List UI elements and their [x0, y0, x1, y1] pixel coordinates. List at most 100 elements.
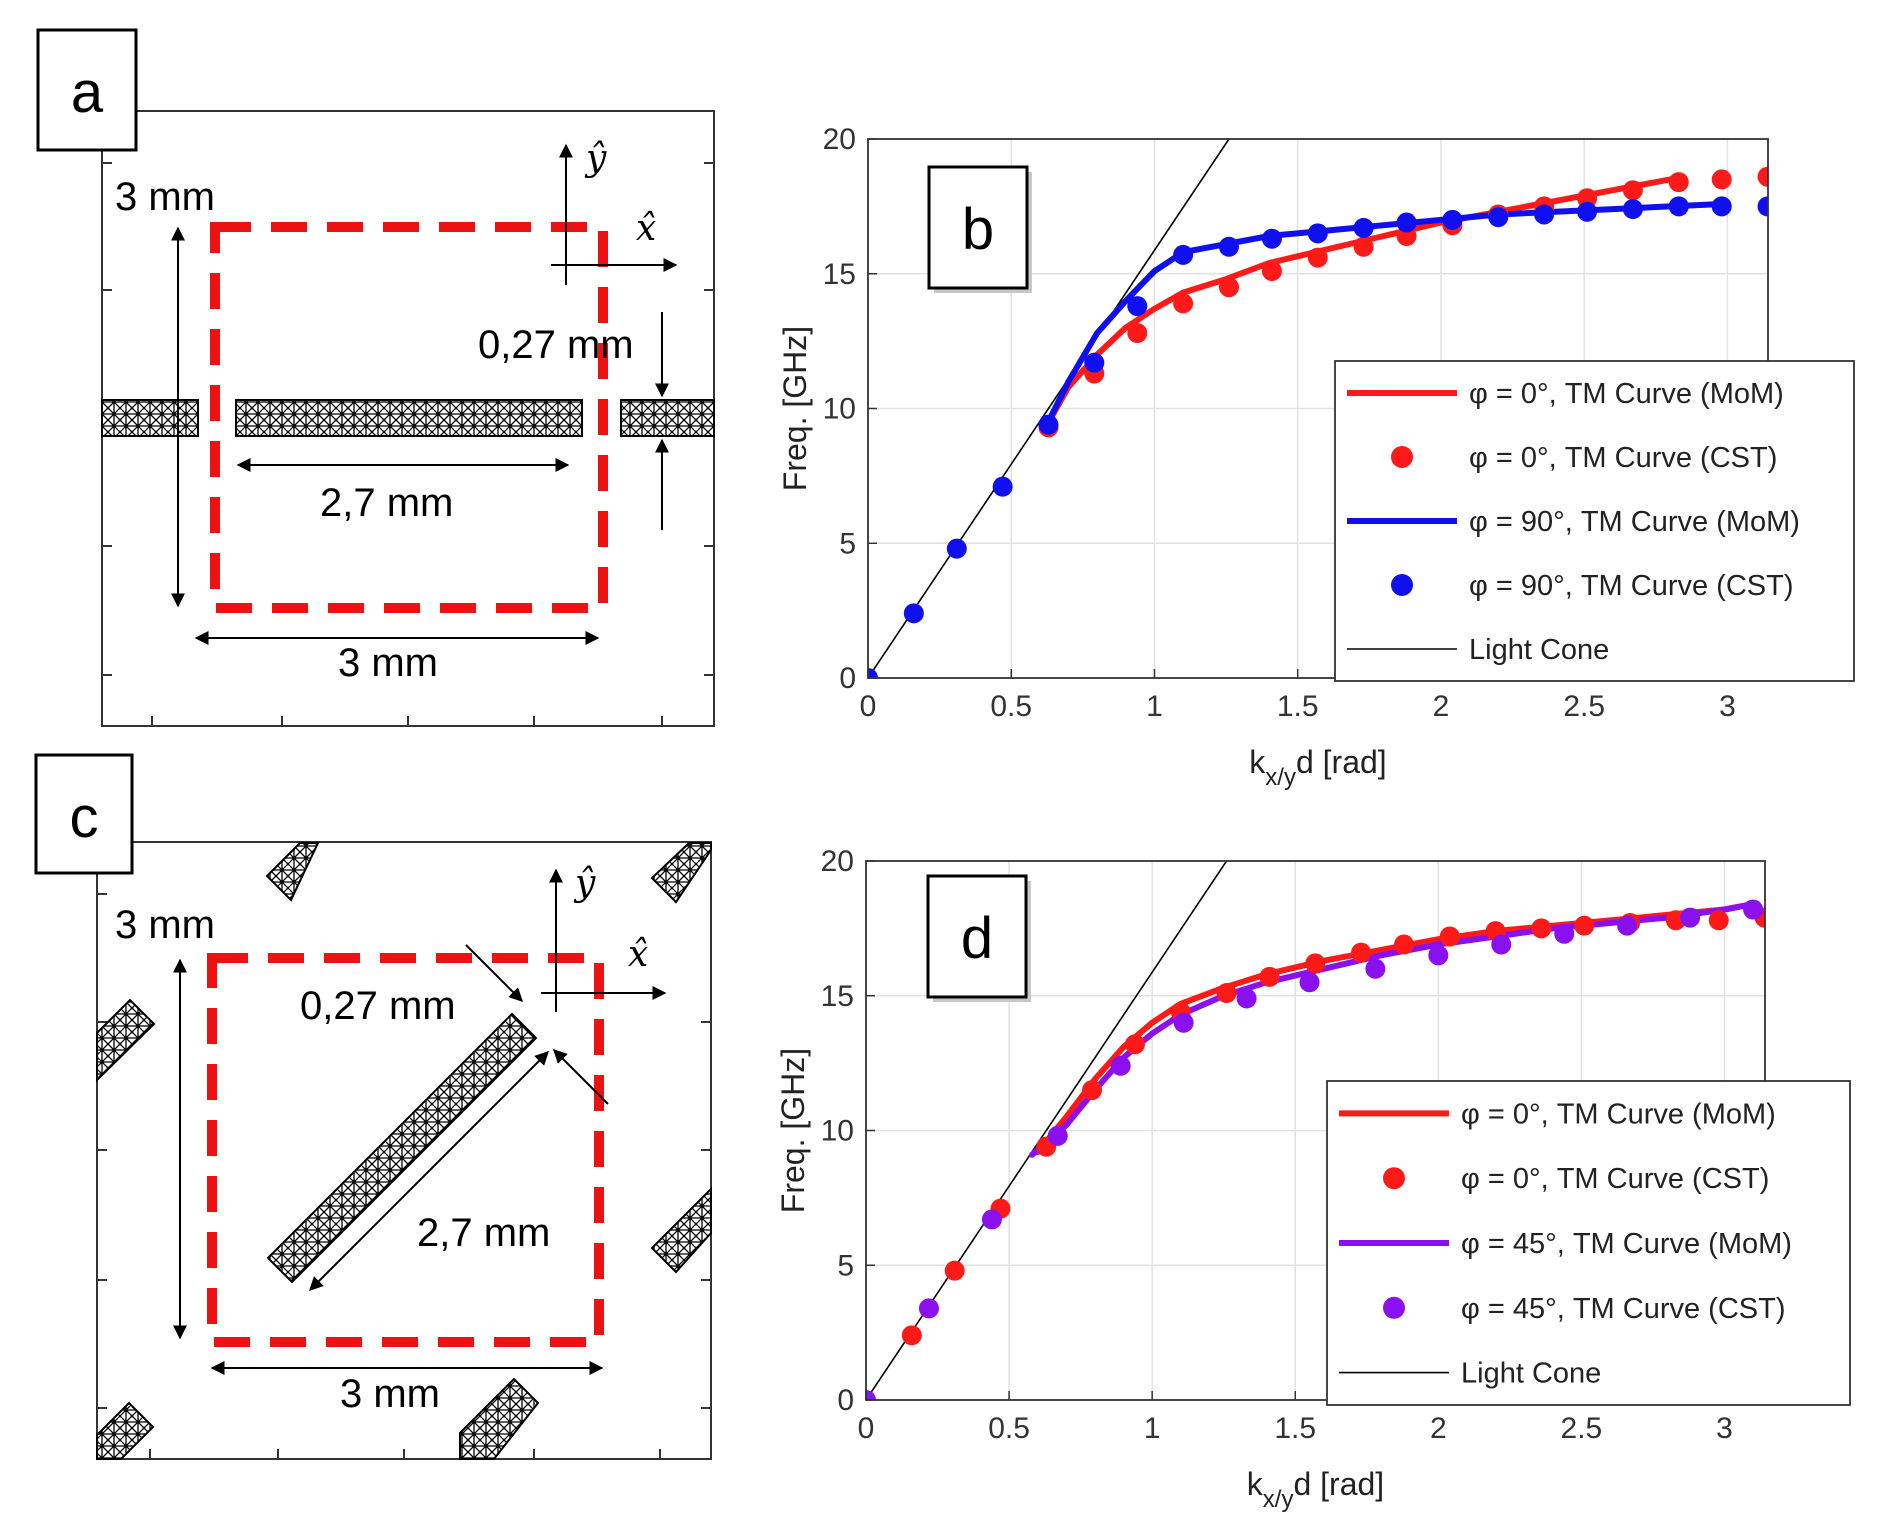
x-axis-label: x̂ — [636, 208, 656, 249]
data-point — [1534, 204, 1555, 225]
legend-label: φ = 45°, TM Curve (MoM) — [1461, 1228, 1792, 1260]
data-point — [1353, 217, 1374, 238]
data-point — [1574, 915, 1595, 936]
data-point — [1047, 1125, 1068, 1146]
y-tick-label: 20 — [823, 123, 856, 156]
width-dimension-label: 3 mm — [338, 641, 438, 685]
data-point — [1261, 228, 1282, 249]
data-point — [1396, 212, 1417, 233]
legend-label: φ = 0°, TM Curve (MoM) — [1461, 1098, 1776, 1130]
legend-label: φ = 0°, TM Curve (MoM) — [1469, 378, 1784, 410]
panel-c: ŷ x̂ 3 mm 3 mm 2,7 mm 0,27 mm c — [34, 753, 712, 1460]
y-axis-title: Freq. [GHz] — [777, 326, 813, 491]
panel-label: a — [71, 60, 104, 125]
panel-label-box — [927, 165, 1029, 290]
y-axis-title: Freq. [GHz] — [775, 1048, 811, 1213]
y-tick-label: 15 — [823, 258, 856, 291]
strip-edge-left — [96, 998, 156, 1083]
data-point — [1442, 209, 1463, 230]
coordinate-axes: ŷ x̂ — [551, 138, 678, 285]
data-point — [868, 668, 878, 678]
x-axis-title: kx/yd [rad] — [1247, 1466, 1384, 1513]
data-point — [1622, 199, 1643, 220]
unit-cell-boundary — [210, 222, 608, 613]
chart-b: 0 0.5 1 1.5 2 2.5 3 0 5 10 15 20 kx/yd [rad] Freq. [G… — [777, 123, 1855, 791]
legend-label: φ = 90°, TM Curve (MoM) — [1469, 506, 1800, 538]
data-point — [1351, 942, 1372, 963]
data-point — [1305, 953, 1326, 974]
strip-corner-bottom-left — [96, 1401, 155, 1460]
data-point — [1743, 899, 1764, 920]
strip-width-arrow-top — [465, 944, 523, 1002]
chart-d: 0 0.5 1 1.5 2 2.5 3 0 5 10 15 20 kx/yd [rad] Freq. [G… — [775, 845, 1851, 1513]
data-point — [1236, 988, 1257, 1009]
legend-marker-swatch — [1383, 1167, 1405, 1190]
unit-cell-boundary — [207, 953, 604, 1347]
legend-label: φ = 0°, TM Curve (CST) — [1461, 1163, 1769, 1195]
x-tick-label: 1.5 — [1277, 690, 1319, 723]
y-tick-label: 10 — [823, 393, 856, 426]
data-point — [1617, 915, 1638, 936]
data-point — [1127, 296, 1148, 317]
data-point — [1757, 196, 1768, 217]
data-point — [1757, 166, 1768, 187]
x-tick-label: 2 — [1430, 1412, 1447, 1445]
x-tick-label: 3 — [1716, 1412, 1733, 1445]
width-dimension-label: 3 mm — [340, 1372, 440, 1416]
legend-label: Light Cone — [1461, 1358, 1601, 1390]
y-tick-label: 5 — [839, 527, 856, 560]
legend-marker-swatch — [1391, 446, 1413, 468]
data-point — [1531, 918, 1552, 939]
height-dimension-label: 3 mm — [115, 903, 215, 947]
strip-corner-bottom-right — [459, 1377, 540, 1460]
x-tick-label: 2.5 — [1563, 690, 1605, 723]
x-tick-label: 0 — [860, 690, 877, 723]
panel-label-box — [926, 874, 1028, 999]
legend-marker-swatch — [1391, 574, 1413, 596]
data-point — [903, 603, 924, 624]
x-tick-label: 0.5 — [988, 1412, 1030, 1445]
panel-a: ŷ x̂ 3 mm 3 mm 2,7 mm 0,27 mm a — [36, 28, 715, 727]
data-point — [981, 1209, 1002, 1230]
strip-length-label: 2,7 mm — [417, 1211, 550, 1255]
x-tick-label: 3 — [1719, 690, 1736, 723]
data-point — [1127, 323, 1148, 344]
data-point — [1365, 958, 1386, 979]
strip-corner-top-left — [265, 842, 320, 902]
x-tick-label: 0 — [858, 1412, 875, 1445]
panel-label-box — [36, 28, 138, 152]
x-tick-label: 2.5 — [1561, 1412, 1603, 1445]
panel-label: d — [961, 906, 993, 971]
y-tick-label: 0 — [839, 662, 856, 695]
data-point — [1554, 923, 1575, 944]
y-tick-label: 10 — [821, 1115, 854, 1148]
strip-length-arrow — [309, 1051, 549, 1291]
data-point — [1173, 1012, 1194, 1033]
legend-marker-swatch — [1383, 1296, 1405, 1319]
data-point — [1488, 207, 1509, 228]
frame-ticks — [102, 162, 714, 726]
data-point — [1353, 236, 1374, 257]
x-axis-label: x̂ — [628, 934, 648, 975]
data-point — [1491, 934, 1512, 955]
data-point — [866, 1390, 876, 1400]
data-point — [1261, 261, 1282, 282]
strip-width-label: 0,27 mm — [300, 984, 456, 1028]
y-axis-label: ŷ — [584, 138, 607, 179]
data-point — [1668, 196, 1689, 217]
data-point — [1082, 1080, 1103, 1101]
data-point — [1680, 907, 1701, 928]
data-point — [1216, 983, 1237, 1004]
strip-left — [101, 399, 199, 437]
panel-label-box — [34, 753, 134, 875]
y-tick-label: 20 — [821, 845, 854, 878]
data-point — [1711, 196, 1732, 217]
data-point — [1218, 277, 1239, 298]
data-point — [1110, 1055, 1131, 1076]
data-point — [1428, 945, 1449, 966]
data-point — [1084, 352, 1105, 373]
data-point — [1124, 1034, 1145, 1055]
plot-series — [868, 139, 1768, 678]
data-point — [1393, 934, 1414, 955]
light-cone-line — [868, 139, 1230, 678]
